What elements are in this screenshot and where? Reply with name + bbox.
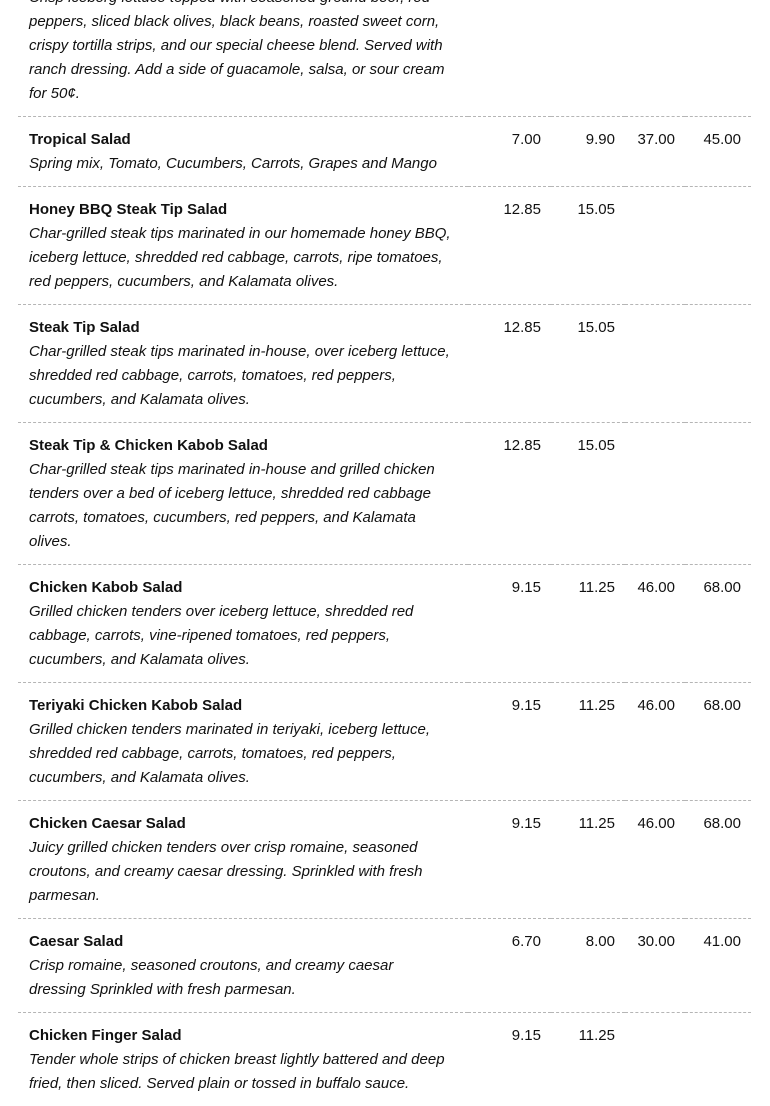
price: 9.15 bbox=[468, 1013, 551, 1106]
price bbox=[625, 187, 685, 305]
price bbox=[685, 1013, 751, 1106]
item-name: Honey BBQ Steak Tip Salad bbox=[29, 198, 454, 222]
price: 9.15 bbox=[468, 801, 551, 919]
price: 45.00 bbox=[685, 117, 751, 187]
price bbox=[625, 0, 685, 117]
item-description: Grilled chicken tenders over iceberg let… bbox=[29, 600, 454, 672]
price: 30.00 bbox=[625, 919, 685, 1013]
price: 41.00 bbox=[685, 919, 751, 1013]
menu-row: Crisp iceberg lettuce topped with season… bbox=[18, 0, 751, 117]
price: 12.85 bbox=[468, 305, 551, 423]
price: 9.90 bbox=[551, 117, 625, 187]
price: 46.00 bbox=[625, 565, 685, 683]
item-description: Crisp romaine, seasoned croutons, and cr… bbox=[29, 954, 454, 1002]
price: 15.05 bbox=[551, 187, 625, 305]
price: 15.05 bbox=[551, 423, 625, 565]
item-name: Chicken Kabob Salad bbox=[29, 576, 454, 600]
price bbox=[551, 0, 625, 117]
price: 15.05 bbox=[551, 305, 625, 423]
item-name: Steak Tip Salad bbox=[29, 316, 454, 340]
price bbox=[625, 1013, 685, 1106]
price: 46.00 bbox=[625, 801, 685, 919]
price: 12.85 bbox=[468, 187, 551, 305]
price bbox=[685, 305, 751, 423]
price: 6.70 bbox=[468, 919, 551, 1013]
price: 11.25 bbox=[551, 683, 625, 801]
price bbox=[685, 423, 751, 565]
price: 12.85 bbox=[468, 423, 551, 565]
item-description: Grilled chicken tenders marinated in ter… bbox=[29, 718, 454, 790]
item-name: Steak Tip & Chicken Kabob Salad bbox=[29, 434, 454, 458]
price: 11.25 bbox=[551, 565, 625, 683]
item-description: Char-grilled steak tips marinated in our… bbox=[29, 222, 454, 294]
price bbox=[685, 187, 751, 305]
item-description: Crisp iceberg lettuce topped with season… bbox=[29, 0, 454, 106]
item-name: Tropical Salad bbox=[29, 128, 454, 152]
price bbox=[468, 0, 551, 117]
item-cell: Crisp iceberg lettuce topped with season… bbox=[18, 0, 468, 117]
price: 68.00 bbox=[685, 565, 751, 683]
price: 68.00 bbox=[685, 683, 751, 801]
price bbox=[625, 305, 685, 423]
item-description: Juicy grilled chicken tenders over crisp… bbox=[29, 836, 454, 908]
item-name: Caesar Salad bbox=[29, 930, 454, 954]
item-name: Teriyaki Chicken Kabob Salad bbox=[29, 694, 454, 718]
menu-table: Crisp iceberg lettuce topped with season… bbox=[18, 0, 751, 1106]
price bbox=[625, 423, 685, 565]
price: 9.15 bbox=[468, 683, 551, 801]
item-description: Char-grilled steak tips marinated in-hou… bbox=[29, 458, 454, 554]
price: 11.25 bbox=[551, 801, 625, 919]
price: 7.00 bbox=[468, 117, 551, 187]
price: 8.00 bbox=[551, 919, 625, 1013]
price: 37.00 bbox=[625, 117, 685, 187]
item-description: Tender whole strips of chicken breast li… bbox=[29, 1048, 454, 1096]
price: 11.25 bbox=[551, 1013, 625, 1106]
price: 9.15 bbox=[468, 565, 551, 683]
item-description: Spring mix, Tomato, Cucumbers, Carrots, … bbox=[29, 152, 454, 176]
price: 46.00 bbox=[625, 683, 685, 801]
price bbox=[685, 0, 751, 117]
menu-rows: Crisp iceberg lettuce topped with season… bbox=[18, 0, 751, 1106]
item-name: Chicken Finger Salad bbox=[29, 1024, 454, 1048]
item-name: Chicken Caesar Salad bbox=[29, 812, 454, 836]
price: 68.00 bbox=[685, 801, 751, 919]
item-description: Char-grilled steak tips marinated in-hou… bbox=[29, 340, 454, 412]
